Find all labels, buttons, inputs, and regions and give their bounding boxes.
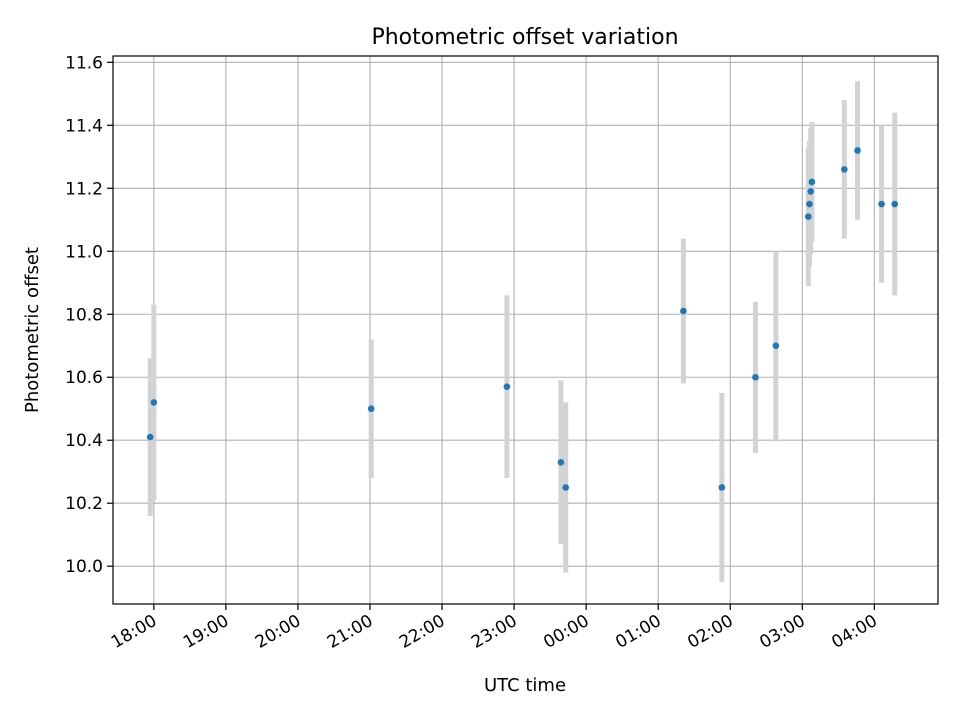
data-point [807,188,815,195]
x-tick-label: 00:00 [540,611,592,653]
chart-title: Photometric offset variation [371,25,678,50]
data-point [841,166,848,173]
data-point [150,399,158,406]
x-tick-label: 23:00 [468,611,520,653]
x-tick-label: 19:00 [180,611,232,653]
grid [113,56,938,604]
data-point [854,147,861,154]
x-tick-label: 03:00 [756,611,808,653]
data-point [680,307,687,315]
data-points [146,147,899,491]
data-point [752,373,759,381]
y-tick-label: 11.0 [65,242,103,262]
data-point [878,200,885,208]
data-point [146,433,154,441]
x-tick-label: 21:00 [324,611,376,653]
y-axis-ticks: 10.0 10.2 10.4 10.6 10.8 11.0 11.2 11.4 11.6 [65,53,113,577]
x-tick-label: 04:00 [828,611,880,653]
data-point [891,200,899,208]
data-point [367,405,375,413]
x-tick-label: 22:00 [396,611,448,653]
data-point [557,458,565,466]
data-point [718,484,726,491]
y-tick-label: 11.4 [65,116,103,136]
data-point [503,383,511,390]
y-tick-label: 11.2 [65,179,103,199]
x-tick-label: 01:00 [612,611,664,653]
data-point [772,342,780,350]
y-tick-label: 11.6 [65,53,103,73]
plot-area-frame [112,55,939,605]
y-tick-label: 10.4 [65,431,103,451]
data-point [806,200,813,208]
x-axis-label: UTC time [484,675,566,696]
x-tick-label: 20:00 [252,611,304,653]
data-point [805,213,812,220]
data-point [562,484,570,491]
y-tick-label: 10.6 [65,368,103,388]
x-axis-ticks: 18:00 19:00 20:00 21:00 22:00 23:00 00:00 01:00… [108,604,881,653]
y-tick-label: 10.2 [65,494,103,514]
error-bars [147,81,898,582]
x-tick-label: 02:00 [684,611,736,653]
x-tick-label: 18:00 [108,611,160,653]
y-tick-label: 10.8 [65,305,103,325]
data-point [808,178,816,186]
y-axis-label: Photometric offset [22,247,43,413]
y-tick-label: 10.0 [65,557,103,577]
